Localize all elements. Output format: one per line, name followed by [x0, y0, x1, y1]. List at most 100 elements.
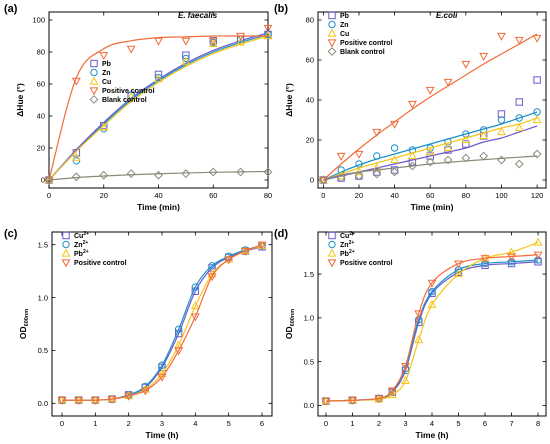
y-tick-label: 100	[32, 16, 45, 25]
data-point	[321, 398, 331, 406]
data-point	[71, 172, 81, 182]
chart-panel-c: 0 1 2 3 4 5 6 0.0 0.5 1.0 1.5 Time (h) OD600nm (c) Cu2…	[4, 228, 273, 440]
x-tick-label: 7	[509, 419, 513, 428]
legend-label: Pb2+	[340, 249, 355, 258]
data-point	[372, 169, 382, 179]
panel-label: (a)	[4, 3, 18, 15]
data-point	[515, 114, 523, 122]
fit-curve	[48, 32, 269, 181]
organism-annotation: E.coli	[436, 11, 458, 20]
data-point	[74, 397, 84, 405]
data-point	[107, 395, 117, 404]
y-tick-label: 0.0	[304, 401, 314, 410]
y-tick-label: 20	[306, 136, 314, 145]
data-point	[534, 256, 542, 264]
data-point	[407, 100, 417, 109]
data-point	[514, 123, 524, 132]
data-point	[427, 299, 437, 308]
legend-label: Zn	[340, 22, 349, 29]
data-point	[481, 259, 489, 268]
legend-marker	[327, 28, 337, 37]
x-tick-label: 3	[160, 419, 164, 428]
legend-marker	[90, 68, 98, 77]
data-point	[348, 397, 357, 406]
x-tick-label: 4	[430, 419, 434, 428]
data-point	[407, 161, 417, 171]
data-point	[154, 170, 163, 180]
data-point	[454, 260, 463, 269]
legend-label: Zn2+	[340, 240, 354, 249]
x-tick-label: 0	[324, 419, 328, 428]
legend-label: Blank control	[340, 49, 385, 56]
x-tick-label: 8	[536, 419, 540, 428]
data-point	[443, 155, 453, 165]
legend-marker	[327, 248, 337, 257]
series-positive-control	[44, 24, 273, 185]
series-cu2-	[58, 243, 266, 404]
legend-label: Cu2+	[74, 231, 89, 240]
series-blank-control	[44, 167, 273, 185]
x-axis-title: Time (min)	[137, 202, 180, 212]
data-point	[462, 140, 470, 148]
series-cu	[44, 31, 273, 184]
y-tick-label: 1.0	[304, 314, 314, 323]
y-tick-label: 60	[306, 56, 314, 65]
legend-marker	[327, 47, 337, 56]
data-point	[387, 387, 397, 396]
legend-label: Zn2+	[74, 240, 88, 249]
data-point	[158, 361, 166, 369]
data-point	[181, 37, 191, 46]
data-point	[532, 115, 542, 124]
legend-label: Pb2+	[74, 249, 89, 258]
panel-label: (b)	[274, 3, 288, 15]
legend-label: Blank control	[102, 97, 147, 104]
fit-curve	[325, 259, 539, 402]
legend-marker	[61, 248, 71, 257]
data-point	[140, 387, 150, 396]
data-point	[497, 110, 506, 118]
data-point	[71, 152, 81, 161]
legend-marker	[62, 231, 70, 240]
x-axis-title: Time (min)	[411, 202, 454, 212]
data-point	[507, 247, 516, 256]
chart-panel-a: 0 20 40 60 80 0 20 40 60 80 100 Time (min) ΔHue (°) (…	[4, 3, 273, 212]
x-tick-label: 4	[193, 419, 197, 428]
y-tick-label: 0.5	[38, 346, 48, 355]
legend-label: Positive control	[340, 40, 393, 47]
data-point	[374, 395, 384, 404]
data-point	[181, 56, 191, 65]
data-point	[407, 151, 417, 160]
y-axis-title: ΔHue (°)	[284, 83, 294, 117]
fit-curve	[48, 35, 269, 181]
fit-curve	[62, 244, 263, 401]
data-point	[126, 45, 136, 54]
data-point	[514, 36, 524, 45]
data-point	[99, 170, 109, 180]
legend-marker	[90, 59, 98, 68]
series-zn	[319, 108, 541, 184]
data-point	[318, 176, 328, 185]
y-tick-label: 1.5	[38, 240, 48, 249]
data-point	[425, 86, 435, 95]
y-axis-title: OD600nm	[18, 309, 30, 339]
data-point	[44, 176, 54, 185]
data-point	[90, 397, 100, 405]
y-tick-label: 20	[37, 144, 45, 153]
data-point	[426, 144, 434, 152]
x-tick-label: 1	[350, 419, 354, 428]
organism-annotation: E. faecalis	[178, 11, 218, 20]
data-point	[497, 116, 506, 124]
legend-label: Positive control	[340, 260, 393, 267]
chart-panel-b: 0 20 40 60 80 100 120 0 20 40 60 80 Time (min) ΔHue (…	[274, 3, 547, 212]
data-point	[224, 256, 234, 265]
legend: Pb Zn Cu Positive control Blank control	[327, 11, 393, 56]
data-point	[454, 269, 463, 278]
x-tick-label: 0	[60, 419, 64, 428]
data-point	[174, 325, 183, 333]
data-point	[157, 373, 167, 382]
x-tick-label: 2	[377, 419, 381, 428]
data-point	[99, 52, 109, 61]
data-point	[533, 237, 543, 246]
series-positive-control	[318, 32, 542, 185]
legend-marker	[61, 259, 71, 268]
